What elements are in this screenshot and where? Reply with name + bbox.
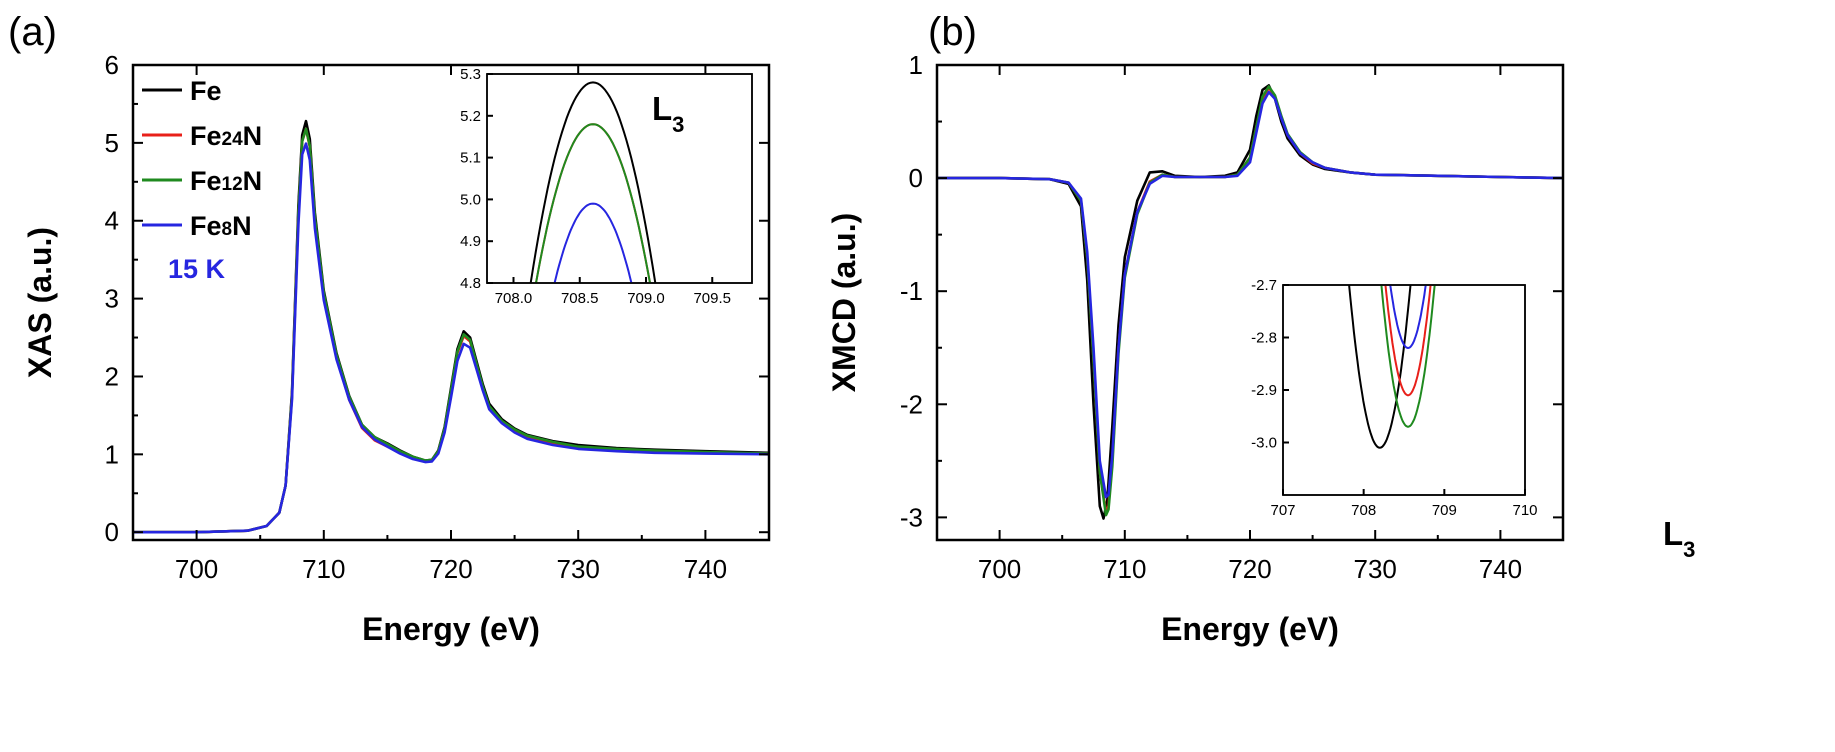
legend-label: Fe (190, 76, 222, 106)
xmcd-inset-border (1282, 284, 1526, 496)
y-tick-label: 5.3 (460, 66, 481, 83)
xas-main-series-group (133, 119, 769, 534)
y-tick-label: -2.8 (1251, 330, 1277, 347)
xmcd-inset-chart: 707 708 709 710 -3.0 -2.9 -2.8 -2.7 (1251, 277, 1537, 519)
legend-item-Fe12N: Fe12N (142, 166, 262, 196)
x-axis-title: Energy (eV) (362, 611, 540, 647)
xmcd-inset-l3-sub: 3 (1683, 537, 1695, 562)
legend-label: Fe8N (190, 211, 252, 241)
y-tick-label: 6 (105, 50, 119, 80)
series-line-Fe8N (937, 90, 1563, 499)
temperature-annotation: 15 K (168, 254, 226, 284)
legend-label-base: Fe (190, 121, 222, 151)
x-tick-label: 709 (1432, 502, 1457, 519)
legend-label-sub: 24 (222, 129, 244, 150)
inset-series-Fe12N (534, 123, 652, 283)
x-tick-label: 720 (1228, 554, 1271, 584)
xmcd-inset-series-group (1348, 285, 1436, 449)
xmcd-main-series-group (937, 84, 1563, 520)
y-tick-label: 2 (105, 361, 119, 391)
y-tick-label: 5.0 (460, 191, 481, 208)
inset-series-Fe (1348, 285, 1412, 449)
panel-b-label: (b) (928, 10, 977, 54)
legend-label-suffix: N (243, 121, 263, 151)
x-tick-label: 708.0 (495, 290, 533, 307)
y-tick-label: 4.9 (460, 233, 481, 250)
legend-label-suffix: N (243, 166, 263, 196)
xas-inset-frame (486, 73, 753, 284)
xas-inset-border (486, 73, 753, 284)
xmcd-chart: 700 710 720 730 740 -3 -2 -1 0 1 Energy (eV) XMCD (… (826, 50, 1565, 647)
legend-label-sub: 8 (222, 219, 233, 240)
y-tick-label: -2.9 (1251, 382, 1277, 399)
xas-inset-l3-label: L3 (652, 90, 684, 137)
xmcd-inset-l3-label: L3 (1663, 515, 1695, 562)
inset-series-Fe24N (1384, 285, 1432, 397)
y-tick-label: 1 (909, 50, 923, 80)
inset-series-Fe12N (1380, 285, 1436, 428)
y-tick-label: -1 (900, 276, 923, 306)
xas-inset-series-group (529, 81, 657, 283)
y-tick-label: 5.2 (460, 108, 481, 125)
xas-inset-chart: 708.0 708.5 709.0 709.5 4.8 4.9 5.0 5.1 5.2 5.3 (460, 66, 753, 307)
inset-series-Fe8N (553, 202, 633, 283)
inset-series-Fe8N (1389, 285, 1427, 350)
x-tick-label: 710 (1103, 554, 1146, 584)
y-tick-label: 5 (105, 128, 119, 158)
x-tick-label: 700 (175, 554, 218, 584)
y-tick-label: 0 (105, 517, 119, 547)
y-tick-label: 5.1 (460, 150, 481, 167)
inset-series-Fe (529, 81, 657, 283)
x-tick-label: 740 (1479, 554, 1522, 584)
legend-label-sub: 12 (222, 174, 243, 195)
xas-inset-l3-base: L (652, 90, 672, 127)
legend-label: Fe12N (190, 166, 262, 196)
x-tick-label: 710 (302, 554, 345, 584)
xmcd-inset-l3-base: L (1663, 515, 1683, 552)
y-tick-label: -2 (900, 389, 923, 419)
panel-a-label: (a) (8, 10, 57, 54)
x-tick-label: 708.5 (561, 290, 599, 307)
x-tick-label: 730 (1354, 554, 1397, 584)
x-tick-label: 700 (978, 554, 1021, 584)
legend-label-base: Fe (190, 166, 222, 196)
legend-item-Fe: Fe (142, 76, 222, 106)
legend-label: Fe24N (190, 121, 262, 151)
x-tick-label: 709.5 (693, 290, 731, 307)
legend-label-base: Fe (190, 211, 222, 241)
y-tick-label: -2.7 (1251, 277, 1277, 294)
x-tick-label: 730 (557, 554, 600, 584)
y-tick-label: 3 (105, 284, 119, 314)
xas-inset-l3-sub: 3 (672, 112, 684, 137)
legend-label-suffix: N (232, 211, 252, 241)
legend-item-Fe8N: Fe8N (142, 211, 252, 241)
y-axis-title: XAS (a.u.) (22, 227, 58, 378)
legend-item-Fe24N: Fe24N (142, 121, 262, 151)
y-tick-label: 4.8 (460, 275, 481, 292)
x-tick-label: 720 (429, 554, 472, 584)
y-tick-label: -3.0 (1251, 435, 1277, 452)
y-tick-label: 1 (105, 439, 119, 469)
x-tick-label: 707 (1270, 502, 1295, 519)
y-tick-label: 4 (105, 206, 119, 236)
x-axis-title: Energy (eV) (1161, 611, 1339, 647)
y-tick-label: 0 (909, 163, 923, 193)
x-tick-label: 710 (1512, 502, 1537, 519)
x-tick-label: 740 (684, 554, 727, 584)
x-tick-label: 708 (1351, 502, 1376, 519)
x-tick-label: 709.0 (627, 290, 665, 307)
series-line-Fe8N (133, 142, 769, 534)
y-axis-title: XMCD (a.u.) (826, 213, 862, 393)
y-tick-label: -3 (900, 502, 923, 532)
legend-label-base: Fe (190, 76, 222, 106)
